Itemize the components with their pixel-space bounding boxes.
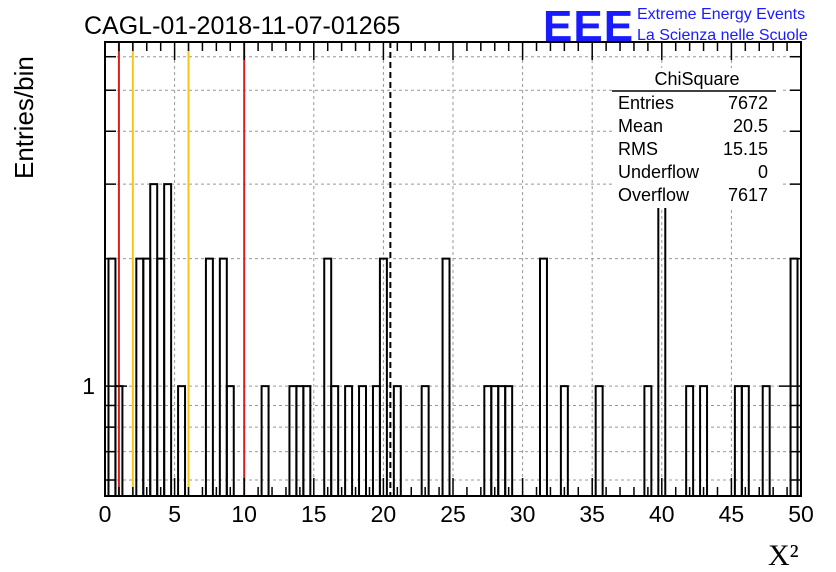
marker-lines — [117, 42, 392, 496]
stats-label: Underflow — [618, 162, 700, 182]
x-tick-label: 15 — [301, 501, 327, 527]
histogram-bin — [225, 385, 235, 496]
eee-logo: EEE Extreme Energy Events La Scienza nel… — [543, 2, 808, 51]
x-tick-label: 35 — [579, 501, 605, 527]
stats-label: RMS — [618, 139, 658, 159]
histogram-bin — [378, 257, 388, 496]
histogram-bin — [177, 385, 187, 496]
histogram-bin — [441, 257, 451, 496]
x-tick-label: 0 — [99, 501, 112, 527]
x-tick-label: 20 — [371, 501, 397, 527]
histogram-bin — [107, 257, 117, 496]
histogram-bin — [142, 257, 152, 496]
stats-value: 7672 — [728, 93, 768, 113]
histogram-bin — [504, 385, 514, 496]
histogram-bin — [163, 183, 173, 496]
histogram-bin — [699, 385, 709, 496]
histogram-bin — [204, 257, 214, 496]
y-axis-label: Entries/bin — [9, 56, 39, 179]
histogram-bin — [260, 385, 270, 496]
x-tick-label: 45 — [719, 501, 745, 527]
histogram-bin — [323, 257, 333, 496]
stats-box-title: ChiSquare — [654, 69, 739, 89]
histogram-bin — [789, 257, 799, 496]
histogram-bin — [392, 385, 402, 496]
histogram-bin — [420, 385, 430, 496]
histogram-bin — [358, 385, 367, 496]
histogram-bin — [594, 385, 604, 496]
stats-label: Overflow — [618, 185, 690, 205]
histogram-bin — [149, 183, 159, 496]
x-tick-label: 30 — [510, 501, 536, 527]
histogram-bin — [643, 385, 653, 496]
histogram-bin — [302, 385, 312, 496]
x-tick-label: 50 — [788, 501, 814, 527]
stats-value: 20.5 — [733, 116, 768, 136]
stats-value: 15.15 — [723, 139, 768, 159]
chart-title: CAGL-01-2018-11-07-01265 — [84, 12, 400, 40]
histogram-bin — [218, 257, 228, 496]
histogram-bin — [685, 385, 695, 496]
logo-line-2: La Scienza nelle Scuole — [637, 27, 808, 44]
histogram-bin — [344, 385, 354, 496]
histogram-bin — [135, 257, 145, 496]
histogram-bin — [559, 385, 569, 496]
stats-box: ChiSquare Entries 7672 Mean 20.5 RMS 15.15 Unde… — [612, 68, 782, 208]
y-axis: 1 — [82, 55, 801, 481]
histogram-bin — [330, 385, 340, 496]
stats-label: Mean — [618, 116, 663, 136]
histogram-bin — [761, 385, 771, 496]
histogram-bin — [539, 257, 548, 496]
x-tick-label: 25 — [440, 501, 466, 527]
y-tick-label: 1 — [82, 373, 95, 399]
x-axis-label: X² — [768, 539, 799, 572]
x-axis: 0 5 10 15 20 25 30 35 40 45 50 — [99, 42, 814, 527]
stats-label: Entries — [618, 93, 674, 113]
histogram-bin — [156, 257, 166, 496]
stats-value: 7617 — [728, 185, 768, 205]
x-tick-label: 40 — [649, 501, 675, 527]
logo-line-1: Extreme Energy Events — [637, 6, 805, 23]
x-tick-label: 5 — [168, 501, 181, 527]
stats-value: 0 — [758, 162, 768, 182]
x-tick-label: 10 — [231, 501, 257, 527]
histogram-bin — [740, 385, 750, 496]
